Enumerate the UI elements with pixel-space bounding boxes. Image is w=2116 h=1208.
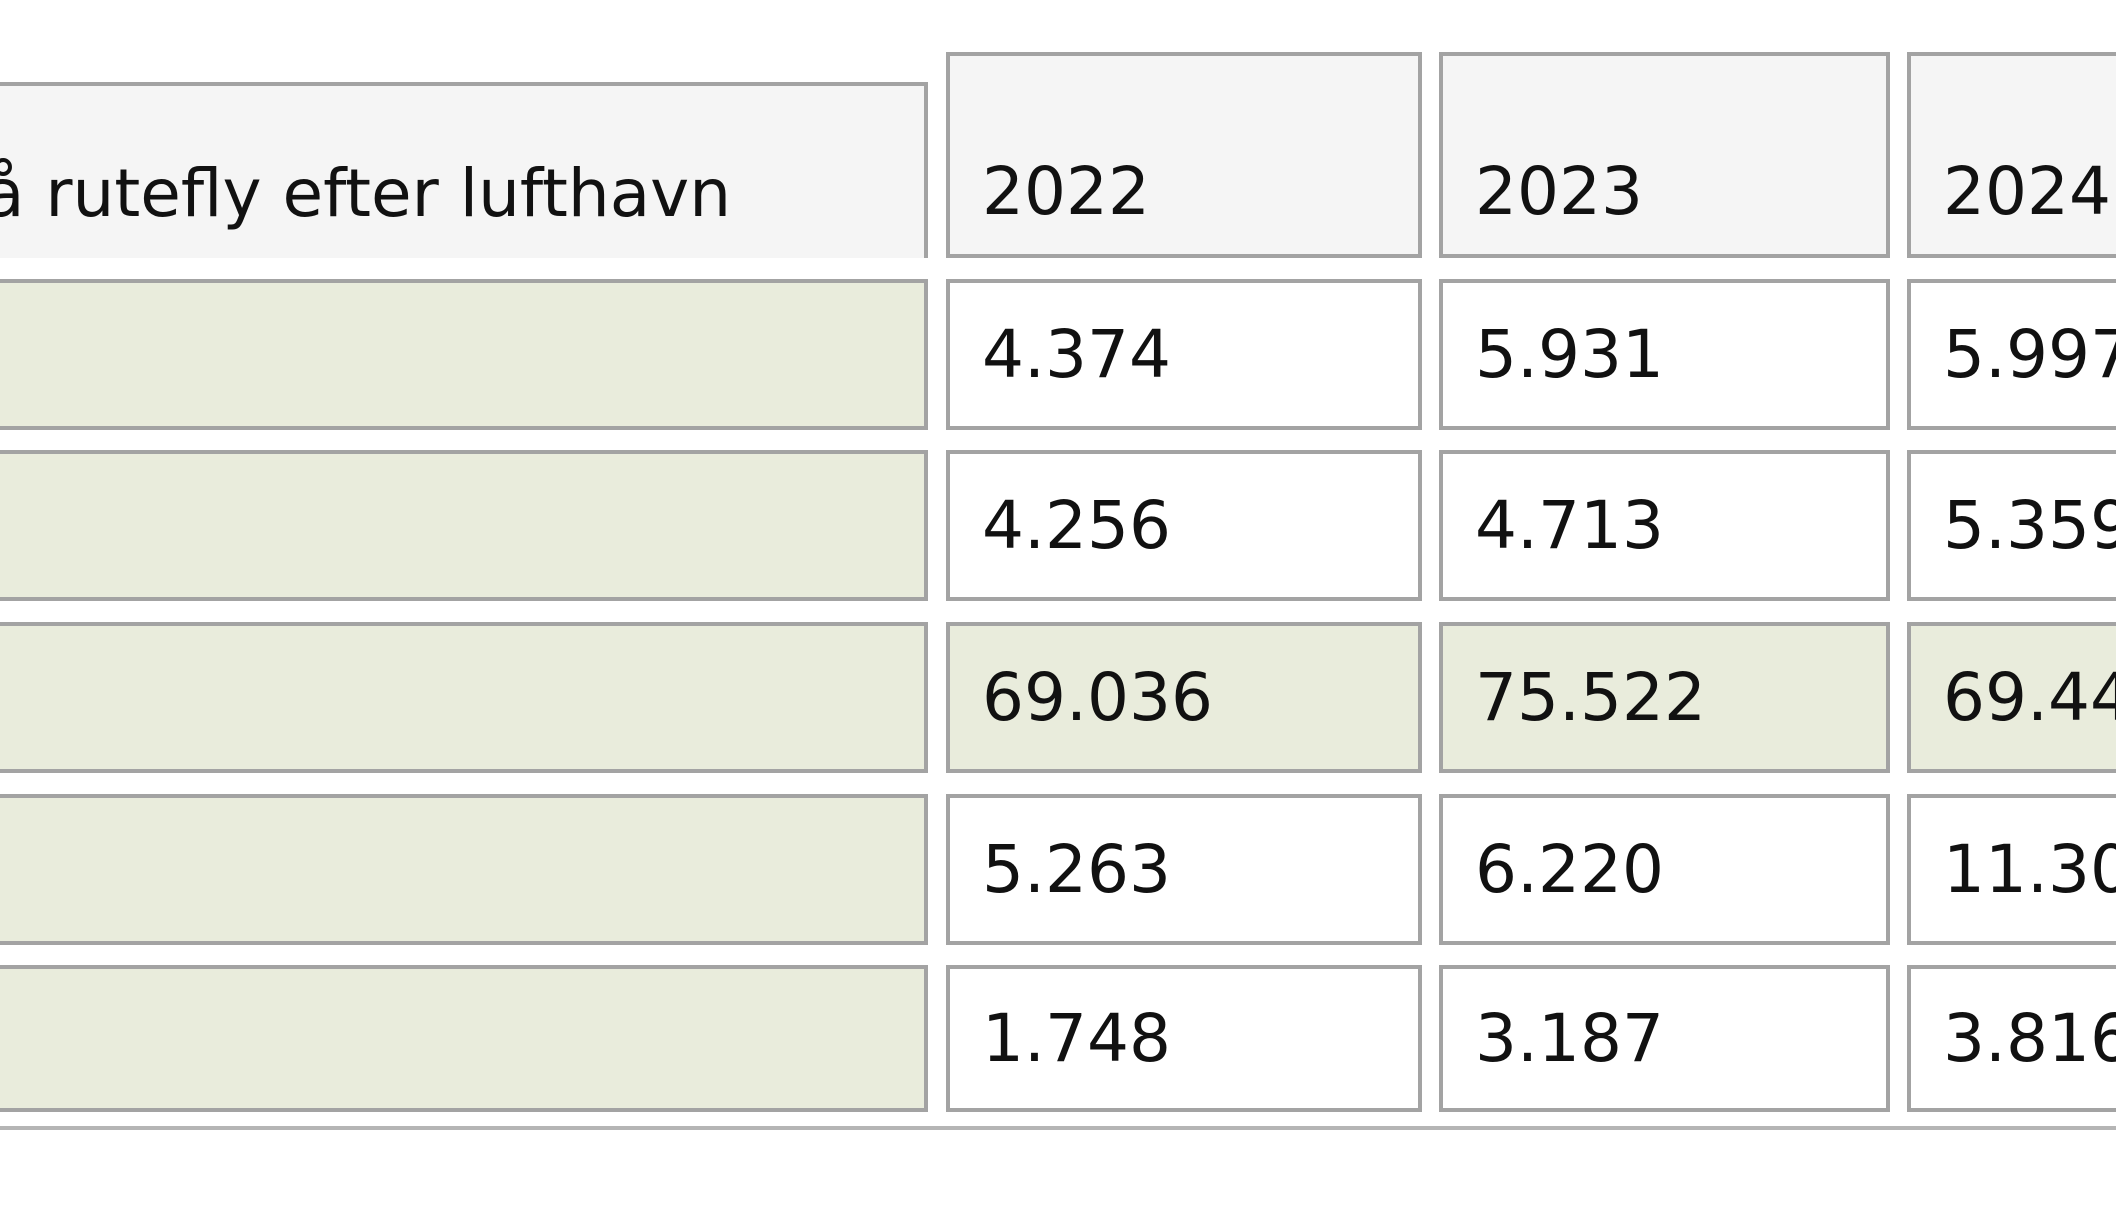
value-cell: 5.931 [1439,279,1890,430]
table-bottom-border [0,1126,2116,1130]
value-cell: 6.220 [1439,794,1890,945]
value-cell: 11.30 [1907,794,2116,945]
value-cell: 5.359 [1907,450,2116,601]
row-label-cell [0,279,928,430]
row-label-cell [0,622,928,773]
value-cell: 69.036 [946,622,1422,773]
row-label-cell [0,794,928,945]
value-cell: 69.44 [1907,622,2116,773]
value-cell: 1.748 [946,965,1422,1112]
header-label: å rutefly efter lufthavn [0,82,928,258]
year-header: 2024 [1907,52,2116,258]
value-cell: 4.713 [1439,450,1890,601]
value-cell: 3.187 [1439,965,1890,1112]
value-cell: 3.816 [1907,965,2116,1112]
value-cell: 5.997 [1907,279,2116,430]
row-label-cell [0,965,928,1112]
year-header: 2023 [1439,52,1890,258]
value-cell: 4.374 [946,279,1422,430]
value-cell: 4.256 [946,450,1422,601]
row-label-cell [0,450,928,601]
value-cell: 75.522 [1439,622,1890,773]
year-header: 2022 [946,52,1422,258]
value-cell: 5.263 [946,794,1422,945]
